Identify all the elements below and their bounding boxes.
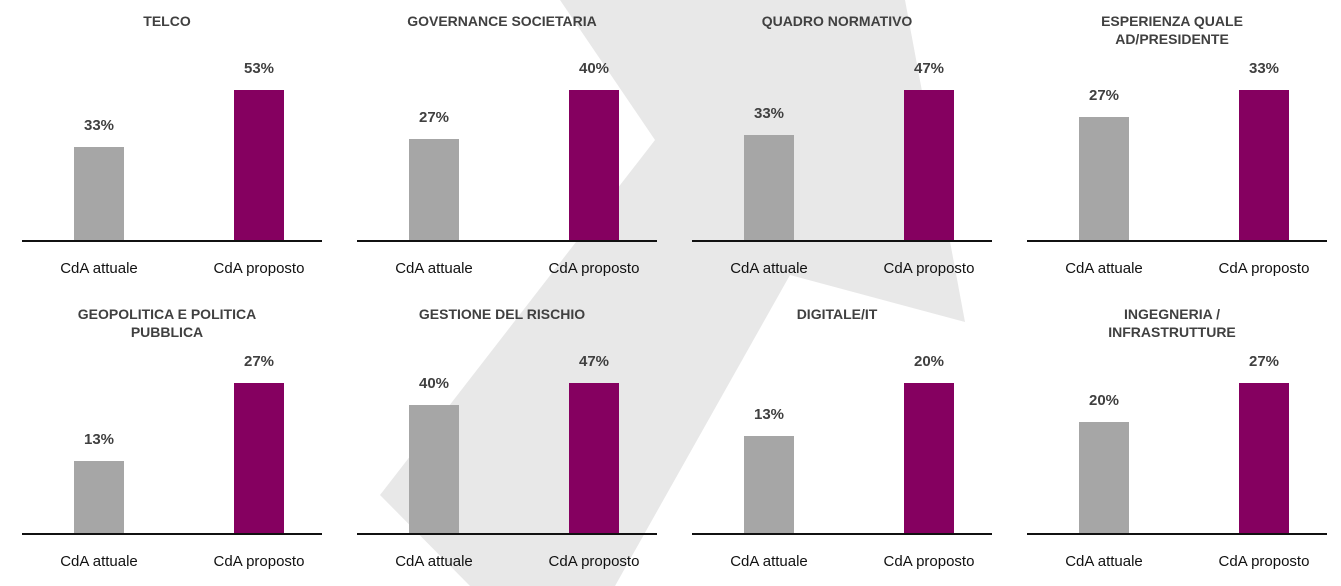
bar xyxy=(234,383,284,533)
value-label: 33% xyxy=(753,104,785,122)
x-tick-label: CdA proposto xyxy=(1218,260,1310,277)
chart-title: DIGITALE/IT xyxy=(796,306,878,322)
value-label: 33% xyxy=(83,116,115,134)
value-label: 27% xyxy=(243,353,275,370)
value-label: 40% xyxy=(578,60,610,77)
bar xyxy=(1239,383,1289,533)
x-tick-label: CdA attuale xyxy=(730,260,808,277)
chart-panel: DIGITALE/IT 13% CdA attuale 20% CdA proposto xyxy=(670,293,1005,586)
x-tick-label: CdA attuale xyxy=(1065,260,1143,277)
x-tick-label: CdA attuale xyxy=(60,260,138,277)
baseline xyxy=(22,533,322,535)
bar xyxy=(744,435,794,533)
baseline xyxy=(1027,240,1327,242)
value-label: 20% xyxy=(1088,391,1120,409)
baseline xyxy=(357,240,657,242)
chart-panel: GESTIONE DEL RISCHIO 40% CdA attuale 47% CdA… xyxy=(335,293,670,586)
value-label: 27% xyxy=(1248,353,1280,370)
bar xyxy=(409,138,459,240)
chart-panel: INGEGNERIA / INFRASTRUTTURE 20% CdA attual… xyxy=(1005,293,1340,586)
chart-panel: ESPERIENZA QUALE AD/PRESIDENTE 27% CdA att… xyxy=(1005,0,1340,293)
bar xyxy=(1079,421,1129,533)
chart-title: GEOPOLITICA E POLITICA PUBBLICA xyxy=(77,306,257,340)
x-tick-label: CdA proposto xyxy=(1218,553,1310,570)
baseline xyxy=(22,240,322,242)
value-label: 20% xyxy=(913,353,945,370)
baseline xyxy=(1027,533,1327,535)
value-label: 27% xyxy=(418,108,450,126)
value-label: 40% xyxy=(418,375,450,393)
chart-title: ESPERIENZA QUALE AD/PRESIDENTE xyxy=(1101,13,1243,47)
x-tick-label: CdA attuale xyxy=(730,553,808,570)
bar xyxy=(74,460,124,533)
bar xyxy=(904,90,954,240)
x-tick-label: CdA proposto xyxy=(548,553,640,570)
value-label: 27% xyxy=(1088,87,1120,105)
arrow-shape xyxy=(380,0,965,586)
bar xyxy=(1079,117,1129,240)
bar xyxy=(409,405,459,533)
bar xyxy=(744,134,794,240)
bar xyxy=(904,383,954,533)
x-tick-label: CdA proposto xyxy=(213,553,305,570)
x-tick-label: CdA proposto xyxy=(213,260,305,277)
chart-panel: GEOPOLITICA E POLITICA PUBBLICA 13% CdA at… xyxy=(0,293,335,586)
value-label: 33% xyxy=(1248,60,1280,77)
x-tick-label: CdA attuale xyxy=(395,553,473,570)
chart-title: GOVERNANCE SOCIETARIA xyxy=(407,13,597,29)
value-label: 47% xyxy=(578,353,610,370)
chart-panel: TELCO 33% CdA attuale 53% CdA proposto xyxy=(0,0,335,293)
value-label: 13% xyxy=(83,430,115,448)
chart-title: GESTIONE DEL RISCHIO xyxy=(418,306,586,322)
baseline xyxy=(692,533,992,535)
chart-panel: GOVERNANCE SOCIETARIA 27% CdA attuale 40% Cd… xyxy=(335,0,670,293)
bar xyxy=(74,146,124,240)
x-tick-label: CdA attuale xyxy=(1065,553,1143,570)
baseline xyxy=(692,240,992,242)
bar xyxy=(569,90,619,240)
x-tick-label: CdA proposto xyxy=(548,260,640,277)
value-label: 53% xyxy=(243,60,275,77)
bar xyxy=(1239,90,1289,240)
chart-title: TELCO xyxy=(143,13,191,29)
chart-panel: QUADRO NORMATIVO 33% CdA attuale 47% CdA pro… xyxy=(670,0,1005,293)
x-tick-label: CdA proposto xyxy=(883,553,975,570)
chart-title: QUADRO NORMATIVO xyxy=(761,13,913,29)
bar xyxy=(234,90,284,240)
baseline xyxy=(357,533,657,535)
x-tick-label: CdA attuale xyxy=(395,260,473,277)
x-tick-label: CdA proposto xyxy=(883,260,975,277)
chart-title: INGEGNERIA / INFRASTRUTTURE xyxy=(1108,306,1236,340)
value-label: 47% xyxy=(913,60,945,77)
x-tick-label: CdA attuale xyxy=(60,553,138,570)
value-label: 13% xyxy=(753,405,785,423)
bar xyxy=(569,383,619,533)
